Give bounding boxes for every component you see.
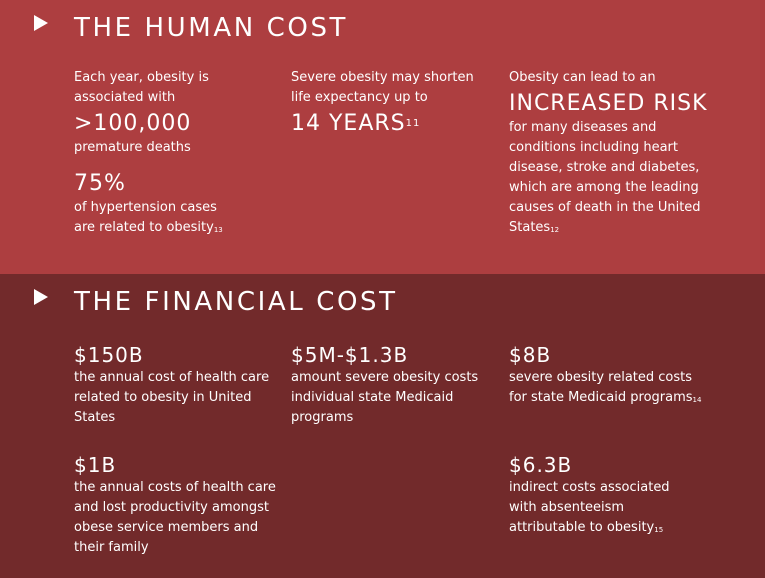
financial-item-8b: $8B severe obesity related costs for sta… xyxy=(509,342,709,408)
risk-desc: for many diseases and conditions includi… xyxy=(509,120,701,235)
financial-desc: the annual costs of health care and lost… xyxy=(74,480,276,555)
deaths-intro: Each year, obesity is associated with xyxy=(74,70,209,105)
financial-value: $5M-$1.3B xyxy=(291,343,409,367)
hypertension-desc-text: are related to obesity xyxy=(74,220,214,235)
financial-item-1b: $1B the annual costs of health care and … xyxy=(74,452,279,558)
financial-cost-section: THE FINANCIAL COST $150B the annual cost… xyxy=(0,274,765,578)
financial-desc: indirect costs associated with absenteei… xyxy=(509,480,670,535)
life-expectancy-stat: 14 YEARS xyxy=(291,111,406,136)
ref-12: 12 xyxy=(550,226,560,234)
human-cost-section: THE HUMAN COST Each year, obesity is ass… xyxy=(0,0,765,274)
deaths-stat: >100,000 xyxy=(74,111,192,136)
human-cost-header: THE HUMAN COST xyxy=(34,13,345,43)
financial-value: $1B xyxy=(74,453,117,477)
ref-15: 15 xyxy=(654,526,664,534)
human-col-life-expectancy: Severe obesity may shorten life expectan… xyxy=(291,68,491,138)
hypertension-stat: 75% xyxy=(74,171,126,196)
financial-desc: the annual cost of health care related t… xyxy=(74,370,270,425)
hypertension-desc-line2: are related to obesity13 xyxy=(74,218,274,238)
risk-stat: INCREASED RISK xyxy=(509,91,708,116)
ref-13: 13 xyxy=(213,226,223,234)
play-triangle-icon xyxy=(34,289,48,305)
financial-item-6-3b: $6.3B indirect costs associated with abs… xyxy=(509,452,684,538)
financial-item-150b: $150B the annual cost of health care rel… xyxy=(74,342,274,428)
financial-desc-block: severe obesity related costs for state M… xyxy=(509,368,709,408)
risk-desc-block: for many diseases and conditions includi… xyxy=(509,118,709,238)
financial-item-5m-1-3b: $5M-$1.3B amount severe obesity costs in… xyxy=(291,342,491,428)
life-expectancy-stat-line: 14 YEARS11 xyxy=(291,110,491,138)
human-cost-title: THE HUMAN COST xyxy=(74,13,349,43)
human-col-risk: Obesity can lead to an INCREASED RISK fo… xyxy=(509,68,709,238)
deaths-desc: premature deaths xyxy=(74,140,191,155)
financial-cost-header: THE FINANCIAL COST xyxy=(34,287,395,317)
hypertension-desc-line1: of hypertension cases xyxy=(74,200,217,215)
financial-value: $150B xyxy=(74,343,144,367)
life-expectancy-intro: Severe obesity may shorten life expectan… xyxy=(291,70,474,105)
financial-cost-title: THE FINANCIAL COST xyxy=(74,287,398,317)
financial-value: $8B xyxy=(509,343,552,367)
ref-14: 14 xyxy=(692,396,702,404)
ref-11: 11 xyxy=(405,118,421,129)
risk-intro: Obesity can lead to an xyxy=(509,70,656,85)
human-col-deaths: Each year, obesity is associated with >1… xyxy=(74,68,274,238)
financial-value: $6.3B xyxy=(509,453,573,477)
play-triangle-icon xyxy=(34,15,48,31)
financial-desc: amount severe obesity costs individual s… xyxy=(291,370,479,425)
financial-desc-block: indirect costs associated with absenteei… xyxy=(509,478,684,538)
financial-desc: severe obesity related costs for state M… xyxy=(509,370,693,405)
